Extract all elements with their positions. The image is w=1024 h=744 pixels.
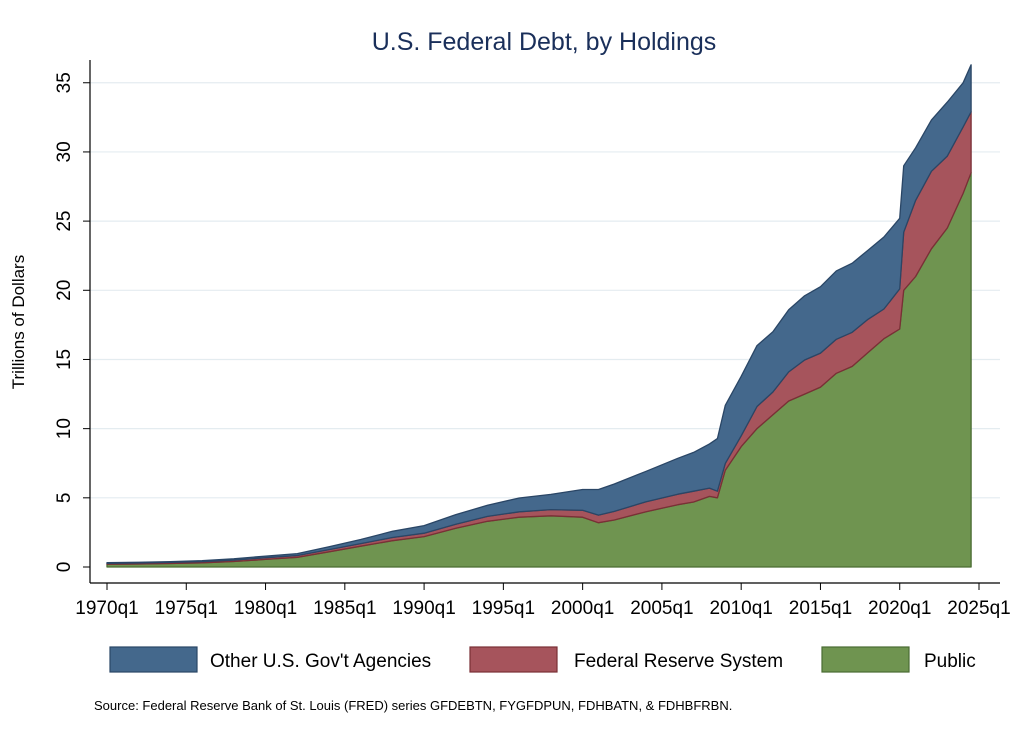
stacked-areas	[106, 64, 972, 568]
x-tick-label-1985q1: 1985q1	[313, 598, 376, 619]
y-axis-ticks: 0 5 10 15 20 25 30 35	[54, 72, 90, 572]
x-axis-ticks: 1970q1 1975q1 1980q1 1985q1 1990q1 1995q1 2000…	[75, 583, 1011, 619]
legend-label-other-u-s-gov-t-agencies: Other U.S. Gov't Agencies	[210, 651, 431, 672]
x-tick-label-2015q1: 2015q1	[789, 598, 852, 619]
axes	[89, 60, 1000, 584]
legend-swatch-public	[821, 646, 910, 673]
y-tick-label-10: 10	[54, 418, 75, 439]
x-tick-label-2000q1: 2000q1	[551, 598, 614, 619]
legend: Other U.S. Gov't Agencies Federal Reserve…	[109, 646, 976, 673]
x-tick-label-1970q1: 1970q1	[75, 598, 138, 619]
x-tick-label-1990q1: 1990q1	[392, 598, 455, 619]
legend-swatch-federal-reserve-system	[469, 646, 558, 673]
gridlines	[90, 82, 1000, 499]
y-tick-label-30: 30	[54, 141, 75, 162]
y-axis-label: Trillions of Dollars	[9, 255, 28, 389]
x-tick-label-2020q1: 2020q1	[868, 598, 931, 619]
x-tick-label-1995q1: 1995q1	[472, 598, 535, 619]
x-tick-label-2005q1: 2005q1	[630, 598, 693, 619]
x-tick-label-2010q1: 2010q1	[709, 598, 772, 619]
y-tick-label-20: 20	[54, 280, 75, 301]
y-tick-label-25: 25	[54, 211, 75, 232]
y-tick-label-35: 35	[54, 72, 75, 93]
x-tick-label-1975q1: 1975q1	[155, 598, 218, 619]
y-tick-label-0: 0	[54, 562, 75, 573]
x-tick-label-2025q1: 2025q1	[947, 598, 1010, 619]
legend-label-public: Public	[924, 651, 976, 672]
x-tick-label-1980q1: 1980q1	[234, 598, 297, 619]
legend-swatch-other-u-s-gov-t-agencies	[109, 646, 198, 673]
area-other-u-s-gov-t-agencies	[106, 64, 972, 565]
legend-label-federal-reserve-system: Federal Reserve System	[574, 651, 783, 672]
y-tick-label-5: 5	[54, 493, 75, 504]
source-note: Source: Federal Reserve Bank of St. Loui…	[94, 698, 732, 713]
chart-title: U.S. Federal Debt, by Holdings	[372, 28, 717, 56]
y-tick-label-15: 15	[54, 349, 75, 370]
